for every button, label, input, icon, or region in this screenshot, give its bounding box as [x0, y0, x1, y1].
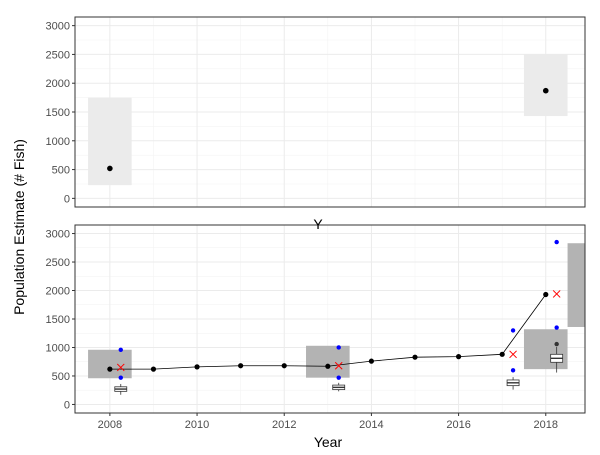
series-point [499, 351, 505, 357]
y-tick-label: 500 [52, 165, 70, 177]
bottom-panel: 0 500 1000 1500 2000 2500 3000 2008 2010 2012 2014… [46, 224, 586, 431]
estimate-point [542, 87, 549, 94]
estimate-range-band [88, 349, 132, 379]
interval-bound-point [336, 375, 341, 380]
estimate-range-band [88, 97, 132, 186]
y-tick-label: 2500 [46, 49, 70, 61]
series-point [543, 291, 549, 298]
y-tick-label: 3000 [46, 229, 70, 241]
series-point [368, 358, 375, 364]
x-tick-label: 2016 [446, 419, 470, 431]
y-tick-label: 1000 [46, 136, 70, 148]
y-tick-label: 1500 [46, 107, 70, 119]
interval-bound-point [118, 347, 123, 352]
x-tick-label: 2012 [272, 419, 296, 431]
y-axis-title: Population Estimate (# Fish) [11, 139, 27, 315]
interval-bound-point [118, 375, 123, 380]
y-tick-label: 500 [52, 371, 70, 383]
interval-bound-point [336, 345, 341, 350]
data-layer [88, 54, 568, 186]
x-tick-label: 2014 [359, 419, 383, 431]
y-tick-label: 3000 [46, 21, 70, 33]
interval-bound-point [554, 239, 559, 245]
mean-cross-mark [552, 290, 561, 298]
y-tick-label: 2500 [46, 257, 70, 269]
mean-cross-mark [509, 350, 517, 359]
x-tick-label: 2018 [534, 419, 558, 431]
x-tick-label: 2010 [185, 419, 209, 431]
interval-bound-point [510, 328, 516, 333]
interval-bound-point [554, 325, 559, 330]
x-axis-title: Year [314, 434, 343, 450]
y-tick-label: 0 [64, 193, 70, 205]
estimate-point [107, 165, 113, 172]
interval-bound-point [510, 368, 516, 373]
estimate-range-band [523, 54, 568, 117]
data-layer [88, 239, 585, 395]
y-tick-label: 1500 [46, 314, 70, 326]
series-point [455, 354, 462, 360]
x-tick-label: 2008 [98, 419, 122, 431]
estimate-range-band [523, 329, 568, 370]
estimate-range-band [306, 345, 350, 378]
y-tick-label: 2000 [46, 286, 70, 298]
series-point [194, 364, 200, 370]
series-point [325, 363, 331, 369]
mean-cross-mark [116, 363, 125, 372]
estimate-range-band [567, 243, 585, 327]
mean-cross-mark [334, 361, 343, 370]
y-tick-label: 2000 [46, 78, 70, 90]
series-point [412, 354, 418, 360]
series-point [107, 366, 113, 372]
series-point [238, 363, 244, 369]
y-tick-label: 0 [64, 399, 70, 411]
top-panel: 0 500 1000 1500 2000 2500 3000 [46, 16, 586, 208]
series-point [281, 363, 287, 369]
y-tick-label: 1000 [46, 342, 70, 354]
boxplot-outlier [554, 341, 559, 347]
series-point [150, 366, 157, 372]
top-panel-stray-label: Y [313, 216, 323, 232]
